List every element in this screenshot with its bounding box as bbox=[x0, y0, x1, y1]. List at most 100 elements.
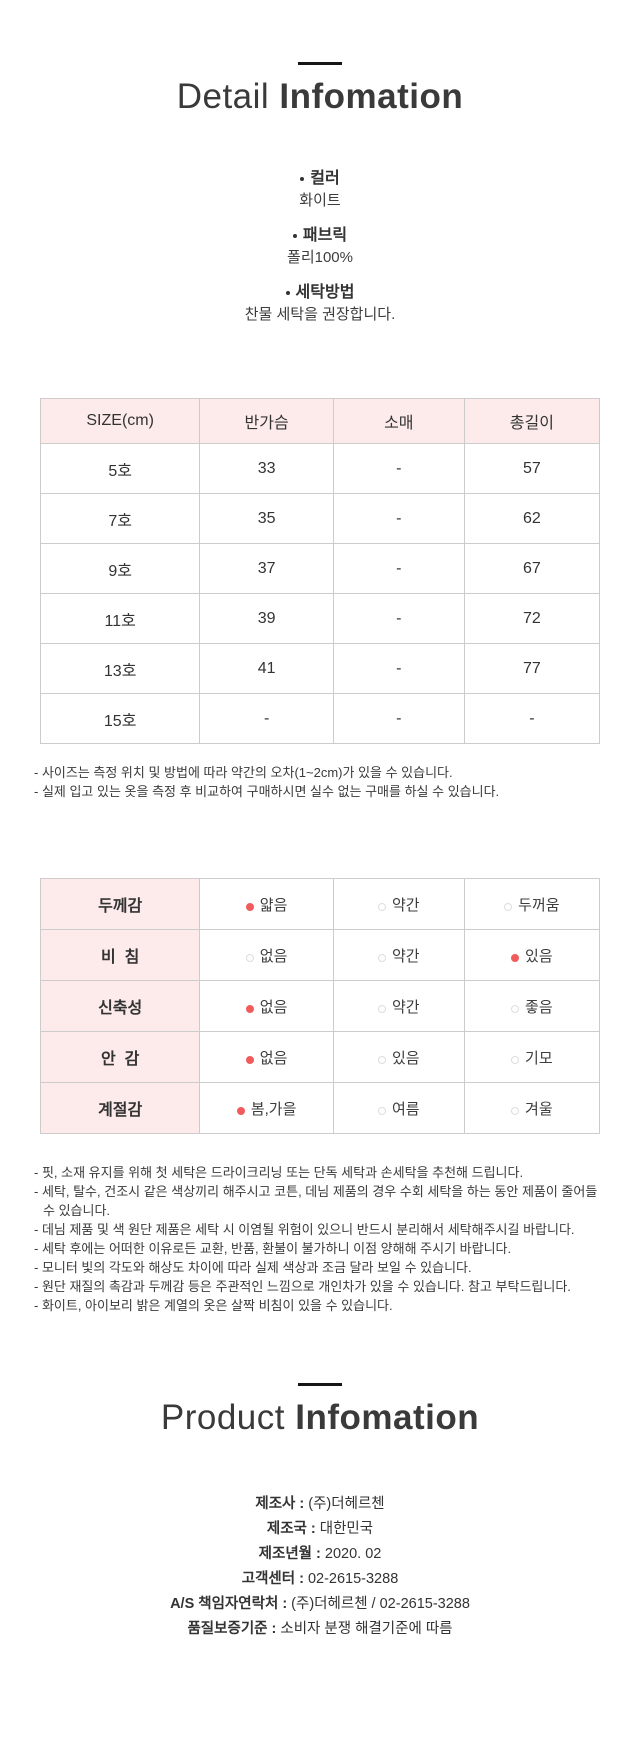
value-cell: 39 bbox=[199, 593, 334, 644]
note-line: - 실제 입고 있는 옷을 측정 후 비교하여 구매하시면 실수 없는 구매를 … bbox=[34, 784, 500, 799]
attr-option-label: 없음 bbox=[259, 947, 288, 965]
size-table-header-row: SIZE(cm) 반가슴 소매 총길이 bbox=[39, 398, 601, 444]
value-cell: 62 bbox=[463, 493, 601, 544]
column-header: 소매 bbox=[332, 398, 465, 444]
attr-option-label: 약간 bbox=[392, 947, 420, 965]
radio-dot-icon bbox=[511, 1004, 520, 1013]
field-country: 제조국 : 대한민국 bbox=[0, 1517, 640, 1542]
value-cell: 37 bbox=[199, 543, 334, 594]
accent-line bbox=[298, 1383, 342, 1386]
radio-dot-icon bbox=[511, 1055, 520, 1064]
value-cell: - bbox=[332, 593, 465, 644]
product-detail-page: Detail Infomation 컬러 화이트 패브릭 폴리100% 세탁방법… bbox=[0, 62, 640, 1762]
attribute-value: 화이트 bbox=[299, 192, 341, 209]
bullet-label: 세탁방법 bbox=[0, 282, 640, 304]
table-row: 계절감 봄,가을 여름 겨울 bbox=[39, 1082, 601, 1134]
value-cell: - bbox=[199, 693, 334, 744]
field-label: 제조년월 : bbox=[258, 1546, 321, 1562]
table-row: 7호 35 - 62 bbox=[39, 493, 601, 544]
attribute-name: 패브릭 bbox=[302, 227, 348, 244]
attribute-row-label: 신축성 bbox=[39, 980, 201, 1032]
attribute-washing: 세탁방법 찬물 세탁을 권장합니다. bbox=[0, 282, 640, 326]
radio-dot-icon bbox=[245, 902, 254, 911]
value-cell: 33 bbox=[199, 443, 334, 494]
value-cell: 57 bbox=[463, 443, 601, 494]
field-value: (주)더헤르첸 / 02-2615-3288 bbox=[291, 1596, 470, 1612]
note-line: - 사이즈는 측정 위치 및 방법에 따라 약간의 오차(1~2cm)가 있을 … bbox=[34, 765, 453, 780]
value-cell: 35 bbox=[199, 493, 334, 544]
table-row: 신축성 없음 약간 좋음 bbox=[39, 980, 601, 1032]
bullet-label: 패브릭 bbox=[0, 225, 640, 247]
attr-option: 얇음 bbox=[199, 878, 334, 930]
attr-option-label: 있음 bbox=[392, 1049, 420, 1067]
attr-option: 좋음 bbox=[463, 980, 601, 1032]
value-cell: 77 bbox=[463, 643, 601, 694]
product-info-fields: 제조사 : (주)더헤르첸 제조국 : 대한민국 제조년월 :2020. 02 고객… bbox=[0, 1492, 640, 1642]
field-label: 제조국 : bbox=[266, 1521, 316, 1537]
attr-option-label: 있음 bbox=[525, 947, 553, 965]
field-label: 제조사 : bbox=[255, 1496, 305, 1512]
value-cell: - bbox=[332, 443, 465, 494]
size-cell: 11호 bbox=[39, 593, 201, 644]
title-light-part: Detail bbox=[176, 77, 270, 116]
field-label: 고객센터 : bbox=[241, 1571, 304, 1587]
table-row: 13호 41 - 77 bbox=[39, 643, 601, 694]
attr-option: 봄,가을 bbox=[199, 1082, 334, 1134]
attr-option: 없음 bbox=[199, 980, 334, 1032]
product-attributes-list: 컬러 화이트 패브릭 폴리100% 세탁방법 찬물 세탁을 권장합니다. bbox=[0, 168, 640, 326]
value-cell: - bbox=[332, 543, 465, 594]
attr-option: 겨울 bbox=[463, 1082, 601, 1134]
size-notes: - 사이즈는 측정 위치 및 방법에 따라 약간의 오차(1~2cm)가 있을 … bbox=[0, 763, 640, 801]
attr-option-label: 봄,가을 bbox=[250, 1100, 297, 1118]
radio-dot-icon bbox=[511, 1106, 520, 1115]
bullet-label: 컬러 bbox=[0, 168, 640, 190]
radio-dot-icon bbox=[245, 1004, 254, 1013]
attr-option: 여름 bbox=[332, 1082, 465, 1134]
radio-dot-icon bbox=[378, 953, 386, 962]
value-cell: 41 bbox=[199, 643, 334, 694]
note-line: - 세탁, 탈수, 건조시 같은 색상끼리 해주시고 코튼, 데님 제품의 경우… bbox=[34, 1184, 598, 1218]
table-row: 비 침 없음 약간 있음 bbox=[39, 929, 601, 981]
bullet-icon bbox=[300, 176, 305, 181]
attribute-fabric: 패브릭 폴리100% bbox=[0, 225, 640, 269]
attribute-row-label: 비 침 bbox=[39, 929, 201, 981]
field-value: 2020. 02 bbox=[324, 1546, 382, 1562]
field-value: 02-2615-3288 bbox=[307, 1571, 399, 1587]
attr-option-label: 좋음 bbox=[525, 998, 553, 1016]
title-bold-part: Infomation bbox=[295, 1398, 480, 1437]
title-bold-part: Infomation bbox=[279, 77, 464, 116]
product-section-title: Product Infomation bbox=[0, 1398, 640, 1438]
value-cell: 72 bbox=[463, 593, 601, 644]
detail-section-header: Detail Infomation bbox=[0, 62, 640, 117]
size-cell: 7호 bbox=[39, 493, 201, 544]
radio-dot-icon bbox=[236, 1106, 245, 1115]
field-value: 대한민국 bbox=[319, 1521, 374, 1537]
note-line: - 세탁 후에는 어떠한 이유로든 교환, 반품, 환불이 불가하니 이점 양해… bbox=[34, 1241, 512, 1256]
attribute-value: 찬물 세탁을 권장합니다. bbox=[244, 306, 396, 323]
table-row: 11호 39 - 72 bbox=[39, 593, 601, 644]
field-label: 품질보증기준 : bbox=[187, 1621, 277, 1637]
attr-option-label: 없음 bbox=[259, 1049, 288, 1067]
title-light-part: Product bbox=[160, 1398, 285, 1437]
attr-option-label: 약간 bbox=[392, 998, 420, 1016]
size-cell: 9호 bbox=[39, 543, 201, 594]
column-header: SIZE(cm) bbox=[39, 398, 201, 444]
value-cell: - bbox=[463, 693, 601, 744]
attr-option-label: 얇음 bbox=[259, 896, 288, 914]
attr-option: 두꺼움 bbox=[463, 878, 601, 930]
attr-option-label: 기모 bbox=[525, 1049, 553, 1067]
note-line: - 화이트, 아이보리 밝은 계열의 옷은 살짝 비침이 있을 수 있습니다. bbox=[34, 1298, 393, 1313]
attribute-name: 세탁방법 bbox=[295, 284, 355, 301]
radio-dot-icon bbox=[504, 902, 513, 911]
size-cell: 13호 bbox=[39, 643, 201, 694]
attr-option: 약간 bbox=[332, 980, 465, 1032]
value-cell: - bbox=[332, 693, 465, 744]
attr-option: 약간 bbox=[332, 929, 465, 981]
radio-dot-icon bbox=[245, 1055, 254, 1064]
table-row: 5호 33 - 57 bbox=[39, 443, 601, 494]
table-row: 15호 - - - bbox=[39, 693, 601, 744]
field-label: A/S 책임자연락처 : bbox=[170, 1596, 288, 1612]
attr-option-label: 겨울 bbox=[525, 1100, 553, 1118]
attribute-color: 컬러 화이트 bbox=[0, 168, 640, 212]
care-notes: - 핏, 소재 유지를 위해 첫 세탁은 드라이크리닝 또는 단독 세탁과 손세… bbox=[0, 1163, 640, 1315]
